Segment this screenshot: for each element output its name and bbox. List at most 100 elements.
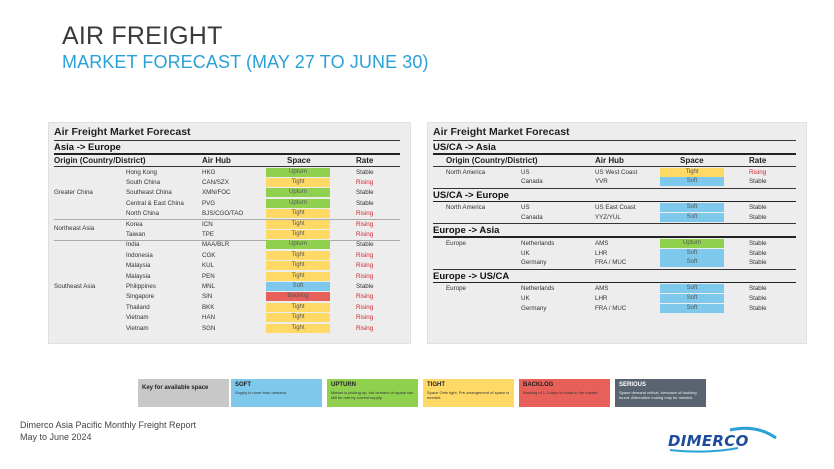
country-cell: Central & East China (126, 199, 184, 207)
table-row: Southeast China XMN/FOC Upturn Stable (49, 188, 410, 198)
rate-cell: Stable (749, 204, 767, 212)
divider (433, 236, 796, 238)
space-badge: Tight (266, 209, 330, 219)
space-badge: Tight (660, 167, 724, 177)
country-cell: UK (521, 294, 530, 302)
col-header-hub: Air Hub (202, 156, 231, 165)
group-label: Northeast Asia (54, 225, 95, 233)
group-label: North America (446, 204, 486, 212)
hub-cell: AMS (595, 239, 609, 247)
section-title: Asia -> Europe (54, 142, 121, 153)
left-forecast-panel: Air Freight Market Forecast Asia -> Euro… (48, 122, 411, 344)
logo-swoosh-icon (669, 426, 777, 453)
group-label: Southeast Asia (54, 282, 96, 290)
divider (433, 223, 796, 225)
country-cell: Canada (521, 178, 543, 186)
space-badge: Soft (660, 303, 724, 313)
space-badge: Tight (266, 261, 330, 271)
rate-cell: Rising (356, 220, 374, 228)
col-header-origin: Origin (Country/District) (54, 156, 146, 165)
panel-title: Air Freight Market Forecast (54, 126, 191, 138)
rate-cell: Stable (356, 282, 374, 290)
space-badge: Backlog (266, 292, 330, 302)
space-badge: Tight (266, 313, 330, 323)
table-row: Korea ICN Tight Rising (49, 219, 410, 229)
divider (54, 166, 400, 167)
section-title: US/CA -> Europe (433, 189, 509, 201)
country-cell: Singapore (126, 293, 155, 301)
divider (433, 166, 796, 167)
table-row: UK LHR Soft Stable (428, 293, 806, 303)
table-row: UK LHR Soft Stable (428, 248, 806, 258)
table-row: Thailand BKK Tight Rising (49, 302, 410, 312)
col-header-space: Space (680, 156, 704, 165)
rate-cell: Rising (356, 262, 374, 270)
rate-cell: Stable (749, 178, 767, 186)
table-row: Taiwan TPE Tight Rising (49, 229, 410, 239)
space-badge: Soft (660, 293, 724, 303)
country-cell: Thailand (126, 303, 150, 311)
section-title: Europe -> US/CA (433, 270, 510, 282)
rate-cell: Rising (749, 168, 767, 176)
table-row: Malaysia KUL Tight Rising (49, 261, 410, 271)
table-row: Vietnam SGN Tight Rising (49, 323, 410, 333)
hub-cell: HAN (202, 314, 216, 322)
divider (433, 200, 796, 203)
hub-cell: US West Coast (595, 168, 638, 176)
hub-cell: SIN (202, 293, 213, 301)
hub-cell: PEN (202, 272, 215, 280)
table-row: Indonesia CGK Tight Rising (49, 250, 410, 260)
report-name: Dimerco Asia Pacific Monthly Freight Rep… (20, 420, 197, 430)
rate-cell: Stable (356, 168, 374, 176)
rate-cell: Stable (356, 241, 374, 249)
rate-cell: Rising (356, 314, 374, 322)
table-row: Philippines MNL Soft Stable (49, 281, 410, 291)
rate-cell: Rising (356, 210, 374, 218)
group-label: North America (446, 168, 486, 176)
country-cell: Vietnam (126, 324, 149, 332)
legend-title: TIGHT (427, 382, 445, 388)
divider (433, 268, 796, 270)
divider (54, 239, 400, 241)
hub-cell: TPE (202, 230, 215, 238)
space-badge: Upturn (660, 238, 724, 248)
table-row: Canada YYZ/YUL Soft Stable (428, 212, 806, 222)
space-badge: Tight (266, 177, 330, 187)
group-label: Greater China (54, 189, 93, 196)
hub-cell: YVR (595, 178, 608, 186)
hub-cell: MAA/BLR (202, 241, 230, 249)
space-badge: Soft (660, 258, 724, 268)
table-row: North China BJS/CGO/TAO Tight Rising (49, 209, 410, 219)
hub-cell: ICN (202, 220, 213, 228)
space-badge: Soft (266, 281, 330, 291)
divider (433, 281, 796, 284)
legend-title: BACKLOG (523, 382, 554, 388)
country-cell: Malaysia (126, 262, 151, 270)
space-badge: Upturn (266, 188, 330, 198)
hub-cell: YYZ/YUL (595, 213, 621, 221)
rate-cell: Rising (356, 178, 374, 186)
table-row: Vietnam HAN Tight Rising (49, 313, 410, 323)
divider (54, 219, 400, 220)
hub-cell: SGN (202, 324, 216, 332)
table-row: Malaysia PEN Tight Rising (49, 271, 410, 281)
country-cell: Korea (126, 220, 143, 228)
hub-cell: XMN/FOC (202, 189, 231, 197)
country-cell: South China (126, 178, 161, 186)
divider (54, 153, 400, 155)
table-row: Central & East China PVG Upturn Stable (49, 198, 410, 208)
page-title: AIR FREIGHT (62, 22, 223, 50)
hub-cell: US East Coast (595, 204, 636, 212)
rate-cell: Stable (749, 294, 767, 302)
rate-cell: Stable (749, 285, 767, 293)
country-cell: India (126, 241, 140, 249)
country-cell: Vietnam (126, 314, 149, 322)
legend-tight: TIGHT Space Gets tight, Pre-arrangement o… (423, 379, 514, 407)
space-badge: Tight (266, 302, 330, 312)
page-subtitle: MARKET FORECAST (MAY 27 TO JUNE 30) (62, 52, 429, 72)
col-header-origin: Origin (Country/District) (446, 156, 538, 165)
legend-desc: Market is picking up, but demand of spac… (331, 390, 414, 400)
rate-cell: Rising (356, 324, 374, 332)
col-header-rate: Rate (749, 156, 767, 165)
legend-key-label: Key for available space (138, 379, 229, 407)
